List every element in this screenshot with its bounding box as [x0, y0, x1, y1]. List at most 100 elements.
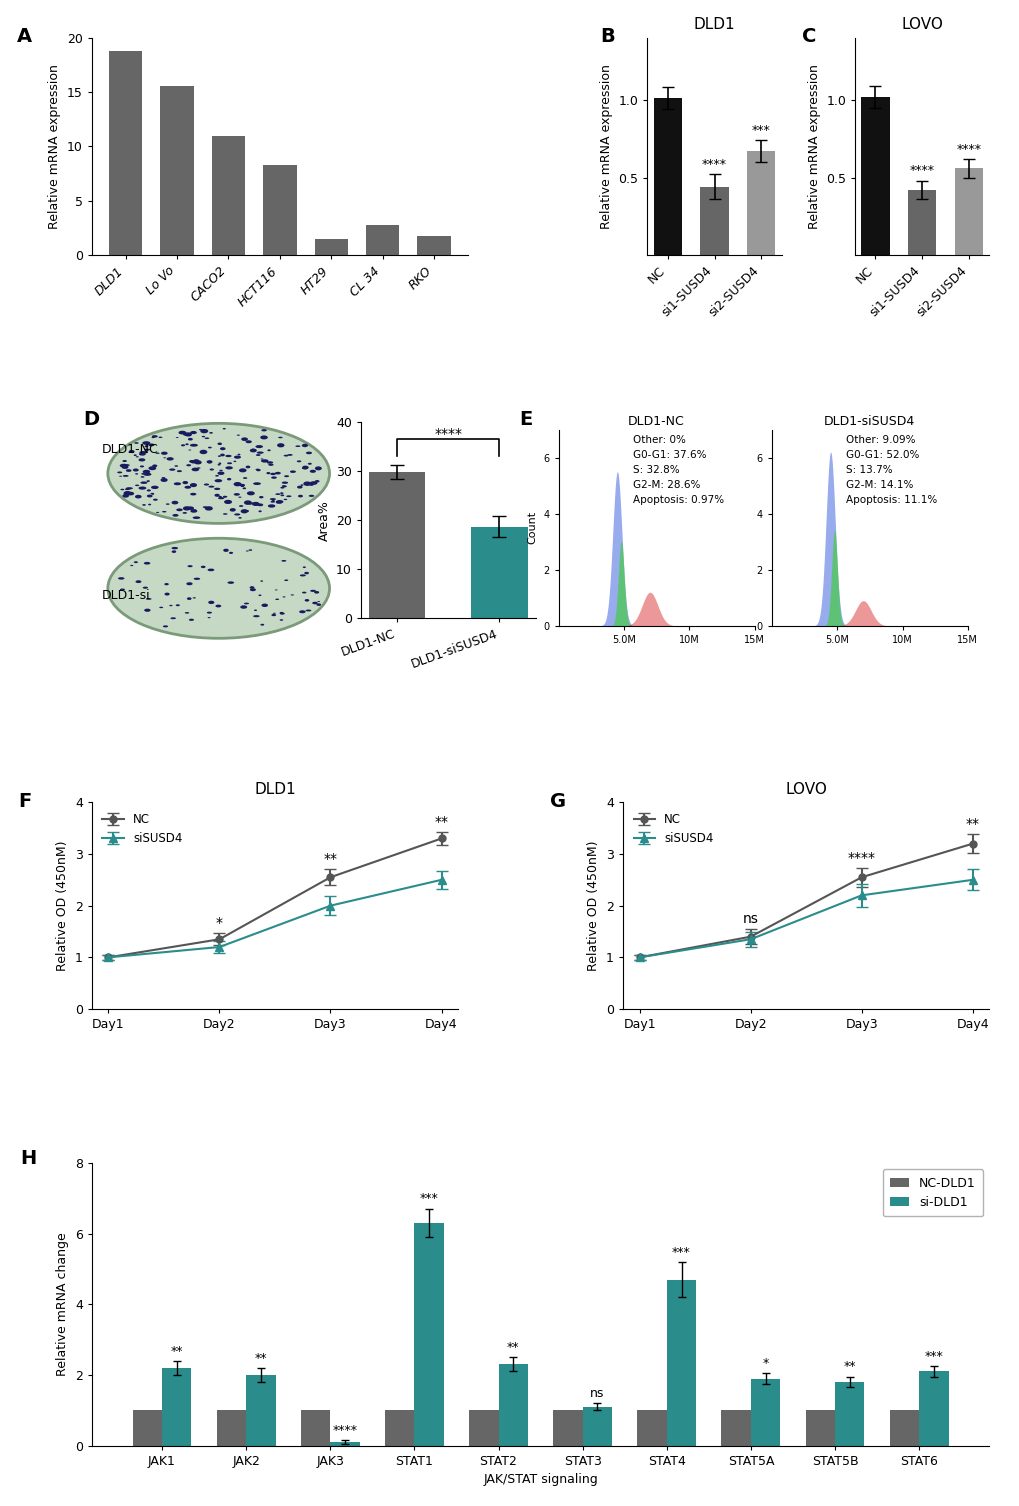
Ellipse shape — [210, 468, 214, 470]
Ellipse shape — [258, 595, 261, 596]
Title: DLD1: DLD1 — [254, 782, 296, 797]
Ellipse shape — [178, 431, 186, 434]
Text: ****: **** — [332, 1425, 358, 1437]
Ellipse shape — [223, 514, 227, 515]
Legend: NC-DLD1, si-DLD1: NC-DLD1, si-DLD1 — [881, 1169, 982, 1217]
Ellipse shape — [141, 476, 145, 477]
Ellipse shape — [143, 587, 148, 589]
Ellipse shape — [225, 467, 232, 470]
Ellipse shape — [187, 565, 193, 568]
Legend: NC, siSUSD4: NC, siSUSD4 — [98, 809, 187, 849]
Ellipse shape — [308, 462, 312, 465]
Ellipse shape — [170, 617, 175, 619]
Ellipse shape — [286, 495, 291, 497]
Ellipse shape — [152, 464, 157, 467]
Ellipse shape — [299, 610, 306, 613]
Bar — [369, 471, 425, 619]
Ellipse shape — [314, 590, 319, 593]
Ellipse shape — [296, 446, 301, 447]
Text: G: G — [549, 792, 566, 810]
Ellipse shape — [128, 450, 135, 453]
Ellipse shape — [315, 480, 319, 482]
Ellipse shape — [123, 491, 131, 495]
Ellipse shape — [257, 503, 263, 506]
Text: ***: *** — [923, 1349, 943, 1363]
Ellipse shape — [249, 550, 252, 551]
Ellipse shape — [250, 589, 256, 592]
Text: ns: ns — [742, 911, 758, 926]
Ellipse shape — [220, 447, 225, 450]
Text: Other: 0%
G0-G1: 37.6%
S: 32.8%
G2-M: 28.6%
Apoptosis: 0.97%: Other: 0% G0-G1: 37.6% S: 32.8% G2-M: 28… — [633, 435, 723, 505]
Ellipse shape — [164, 583, 168, 586]
Ellipse shape — [218, 462, 221, 464]
Ellipse shape — [237, 453, 240, 455]
Ellipse shape — [108, 538, 329, 639]
Ellipse shape — [162, 511, 166, 512]
Bar — [907, 190, 935, 255]
Ellipse shape — [125, 486, 132, 489]
Bar — [109, 51, 143, 255]
Ellipse shape — [186, 506, 194, 511]
Ellipse shape — [297, 461, 301, 462]
Ellipse shape — [271, 614, 276, 616]
Ellipse shape — [208, 462, 212, 464]
Ellipse shape — [186, 598, 192, 599]
Text: ns: ns — [590, 1387, 604, 1401]
Ellipse shape — [184, 611, 190, 613]
Ellipse shape — [215, 604, 221, 607]
Ellipse shape — [125, 470, 131, 471]
Ellipse shape — [228, 551, 233, 554]
Title: DLD1-NC: DLD1-NC — [628, 416, 685, 428]
Bar — [582, 1407, 611, 1446]
Ellipse shape — [159, 607, 163, 608]
Bar — [637, 1411, 666, 1446]
Bar — [720, 1411, 750, 1446]
Ellipse shape — [194, 578, 200, 580]
Ellipse shape — [254, 610, 257, 611]
Ellipse shape — [125, 488, 129, 489]
Text: *: * — [762, 1357, 768, 1370]
Ellipse shape — [151, 485, 159, 489]
Ellipse shape — [152, 435, 158, 438]
Ellipse shape — [304, 572, 309, 574]
Ellipse shape — [171, 547, 178, 550]
Ellipse shape — [168, 458, 172, 459]
Bar — [384, 1411, 414, 1446]
Ellipse shape — [142, 505, 146, 506]
Ellipse shape — [289, 470, 296, 473]
Text: **: ** — [506, 1340, 519, 1354]
Ellipse shape — [266, 471, 270, 474]
Title: DLD1: DLD1 — [693, 17, 735, 32]
Ellipse shape — [186, 464, 191, 467]
Bar — [889, 1411, 918, 1446]
Ellipse shape — [302, 444, 308, 447]
Text: C: C — [801, 27, 815, 45]
Ellipse shape — [258, 511, 262, 512]
Ellipse shape — [132, 468, 139, 471]
Bar — [552, 1411, 582, 1446]
Bar — [861, 96, 889, 255]
Ellipse shape — [144, 562, 150, 565]
Ellipse shape — [267, 449, 270, 452]
Ellipse shape — [243, 488, 246, 489]
Ellipse shape — [310, 470, 316, 473]
Ellipse shape — [306, 452, 312, 455]
Ellipse shape — [190, 444, 198, 447]
Text: ****: **** — [909, 164, 934, 178]
Ellipse shape — [147, 480, 150, 482]
Ellipse shape — [305, 599, 309, 601]
Ellipse shape — [207, 611, 212, 613]
Ellipse shape — [268, 464, 273, 465]
Y-axis label: Relative mRNA expression: Relative mRNA expression — [807, 65, 820, 229]
Ellipse shape — [182, 432, 191, 435]
Ellipse shape — [261, 604, 268, 607]
Ellipse shape — [108, 423, 329, 524]
Legend: NC, siSUSD4: NC, siSUSD4 — [629, 809, 717, 849]
Ellipse shape — [275, 501, 282, 503]
Bar — [263, 166, 297, 255]
Ellipse shape — [186, 583, 193, 586]
Ellipse shape — [234, 514, 240, 515]
Text: ***: *** — [751, 123, 770, 137]
Text: H: H — [20, 1149, 37, 1167]
Ellipse shape — [214, 494, 219, 497]
